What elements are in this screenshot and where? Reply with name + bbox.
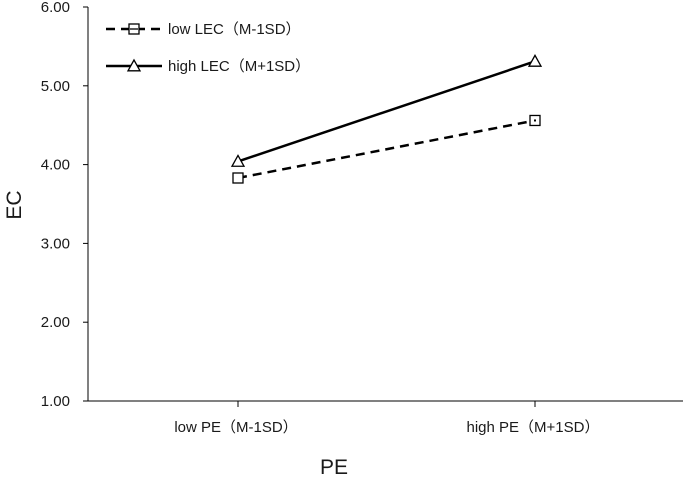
x-tick-group: low PE（M-1SD） high PE（M+1SD） [174, 401, 599, 436]
legend: low LEC（M-1SD） high LEC（M+1SD） [106, 21, 310, 75]
y-tick-label: 5.00 [41, 78, 70, 95]
legend-item: high LEC（M+1SD） [106, 58, 310, 75]
y-axis-title: EC [3, 190, 26, 219]
series-line [237, 119, 536, 180]
legend-label: low LEC（M-1SD） [168, 21, 301, 38]
legend-item: low LEC（M-1SD） [106, 21, 301, 38]
x-category-label: low PE（M-1SD） [174, 419, 297, 436]
y-tick-group: 1.00 2.00 3.00 4.00 5.00 6.00 [41, 0, 88, 410]
legend-label: high LEC（M+1SD） [168, 58, 310, 75]
x-axis-title: PE [320, 456, 348, 477]
y-tick-label: 6.00 [41, 0, 70, 16]
x-category-label: high PE（M+1SD） [467, 419, 600, 436]
data-point-triangle [230, 154, 246, 167]
y-tick-label: 1.00 [41, 393, 70, 410]
series-line [237, 60, 536, 163]
series-high-lec [230, 54, 543, 167]
series-layer [230, 54, 543, 184]
y-tick-label: 4.00 [41, 157, 70, 174]
y-tick-label: 2.00 [41, 314, 70, 331]
data-point-square-center [534, 119, 536, 122]
data-point-square [232, 172, 244, 184]
y-tick-label: 3.00 [41, 235, 70, 252]
legend-marker-triangle [126, 58, 142, 72]
data-point-triangle [527, 54, 543, 67]
series-low-lec [232, 114, 541, 184]
